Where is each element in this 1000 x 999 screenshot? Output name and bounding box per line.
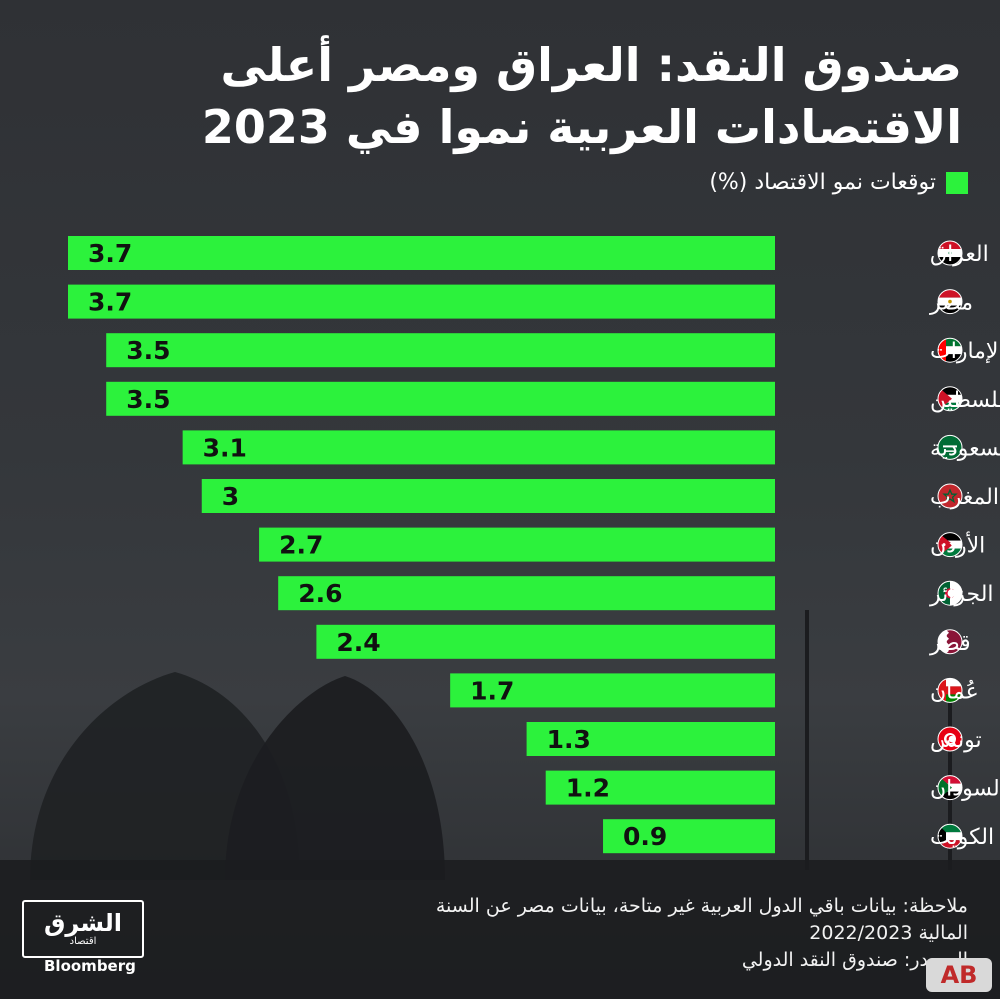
bar-value-label-9: 1.7 bbox=[470, 676, 514, 705]
bar-value-label-2: 3.5 bbox=[126, 336, 170, 365]
chart-title: صندوق النقد: العراق ومصر أعلى الاقتصادات… bbox=[62, 34, 962, 158]
palestine-flag-icon bbox=[937, 386, 963, 412]
country-label-8: قطر bbox=[929, 631, 971, 656]
morocco-flag-icon bbox=[937, 483, 963, 509]
oman-flag-icon bbox=[937, 677, 963, 703]
bar-11 bbox=[545, 770, 775, 805]
qatar-flag-icon bbox=[937, 629, 963, 655]
bar-value-label-3: 3.5 bbox=[126, 385, 170, 414]
algeria-flag-icon bbox=[937, 580, 963, 606]
country-label-6: الأردن bbox=[930, 532, 985, 559]
saudi-flag-icon bbox=[937, 434, 963, 460]
bloomberg-logo: Bloomberg bbox=[44, 957, 136, 975]
bar-value-label-10: 1.3 bbox=[547, 725, 591, 754]
egypt-flag-icon bbox=[937, 289, 963, 315]
tunisia-flag-icon bbox=[937, 726, 963, 752]
country-label-2: الإمارات bbox=[930, 339, 1000, 364]
logo-main-text: الشرق bbox=[43, 909, 123, 937]
legend: توقعات نمو الاقتصاد (%) bbox=[709, 170, 968, 195]
bar-2 bbox=[106, 333, 776, 368]
watermark-logo: AB bbox=[926, 958, 992, 992]
note-line-1: ملاحظة: بيانات باقي الدول العربية غير مت… bbox=[435, 895, 968, 917]
legend-swatch bbox=[946, 171, 968, 194]
bar-value-label-4: 3.1 bbox=[203, 433, 247, 462]
country-label-0: العراق bbox=[930, 242, 989, 267]
jordan-flag-icon bbox=[937, 532, 963, 558]
country-label-7: الجزائر bbox=[929, 582, 994, 607]
iraq-flag-icon bbox=[937, 240, 963, 266]
legend-label: توقعات نمو الاقتصاد (%) bbox=[709, 170, 936, 195]
country-label-12: الكويت bbox=[930, 825, 994, 850]
country-label-11: السودان bbox=[930, 777, 1000, 802]
title-line-1: صندوق النقد: العراق ومصر أعلى bbox=[220, 38, 962, 92]
bar-9 bbox=[450, 673, 775, 708]
country-label-3: فلسطين bbox=[930, 388, 1000, 413]
footnote: ملاحظة: بيانات باقي الدول العربية غير مت… bbox=[288, 893, 968, 974]
kuwait-flag-icon bbox=[937, 823, 963, 849]
country-label-9: عُمان bbox=[930, 679, 979, 704]
bar-value-label-11: 1.2 bbox=[566, 774, 610, 803]
bar-value-label-7: 2.6 bbox=[298, 579, 342, 608]
country-label-5: المغرب bbox=[930, 485, 999, 510]
bar-3 bbox=[106, 381, 776, 416]
bar-value-label-0: 3.7 bbox=[88, 239, 132, 268]
logo-sub-text: اقتصاد bbox=[69, 936, 97, 947]
bar-12 bbox=[603, 819, 775, 854]
uae-flag-icon bbox=[937, 337, 963, 363]
country-label-4: السعودية bbox=[930, 436, 1000, 461]
bar-value-label-6: 2.7 bbox=[279, 531, 323, 560]
note-line-2: المالية 2022/2023 bbox=[809, 922, 968, 944]
bar-1 bbox=[68, 284, 775, 319]
bar-8 bbox=[316, 624, 775, 659]
bar-10 bbox=[526, 722, 775, 756]
bar-4 bbox=[182, 430, 775, 465]
bar-value-label-5: 3 bbox=[222, 482, 239, 511]
bar-0 bbox=[68, 236, 775, 270]
sudan-flag-icon bbox=[937, 775, 963, 801]
bar-value-label-1: 3.7 bbox=[88, 288, 132, 317]
title-line-2: الاقتصادات العربية نموا في 2023 bbox=[201, 100, 962, 154]
bar-5 bbox=[201, 479, 775, 513]
country-label-1: مصر bbox=[929, 291, 973, 316]
bar-6 bbox=[259, 527, 776, 562]
asharq-logo: الشرق اقتصاد bbox=[22, 900, 144, 958]
country-label-10: تونس bbox=[930, 728, 982, 753]
bar-value-label-8: 2.4 bbox=[336, 628, 380, 657]
source-text: المصدر: صندوق النقد الدولي bbox=[741, 949, 968, 971]
bar-7 bbox=[278, 576, 775, 611]
bar-value-label-12: 0.9 bbox=[623, 822, 667, 851]
